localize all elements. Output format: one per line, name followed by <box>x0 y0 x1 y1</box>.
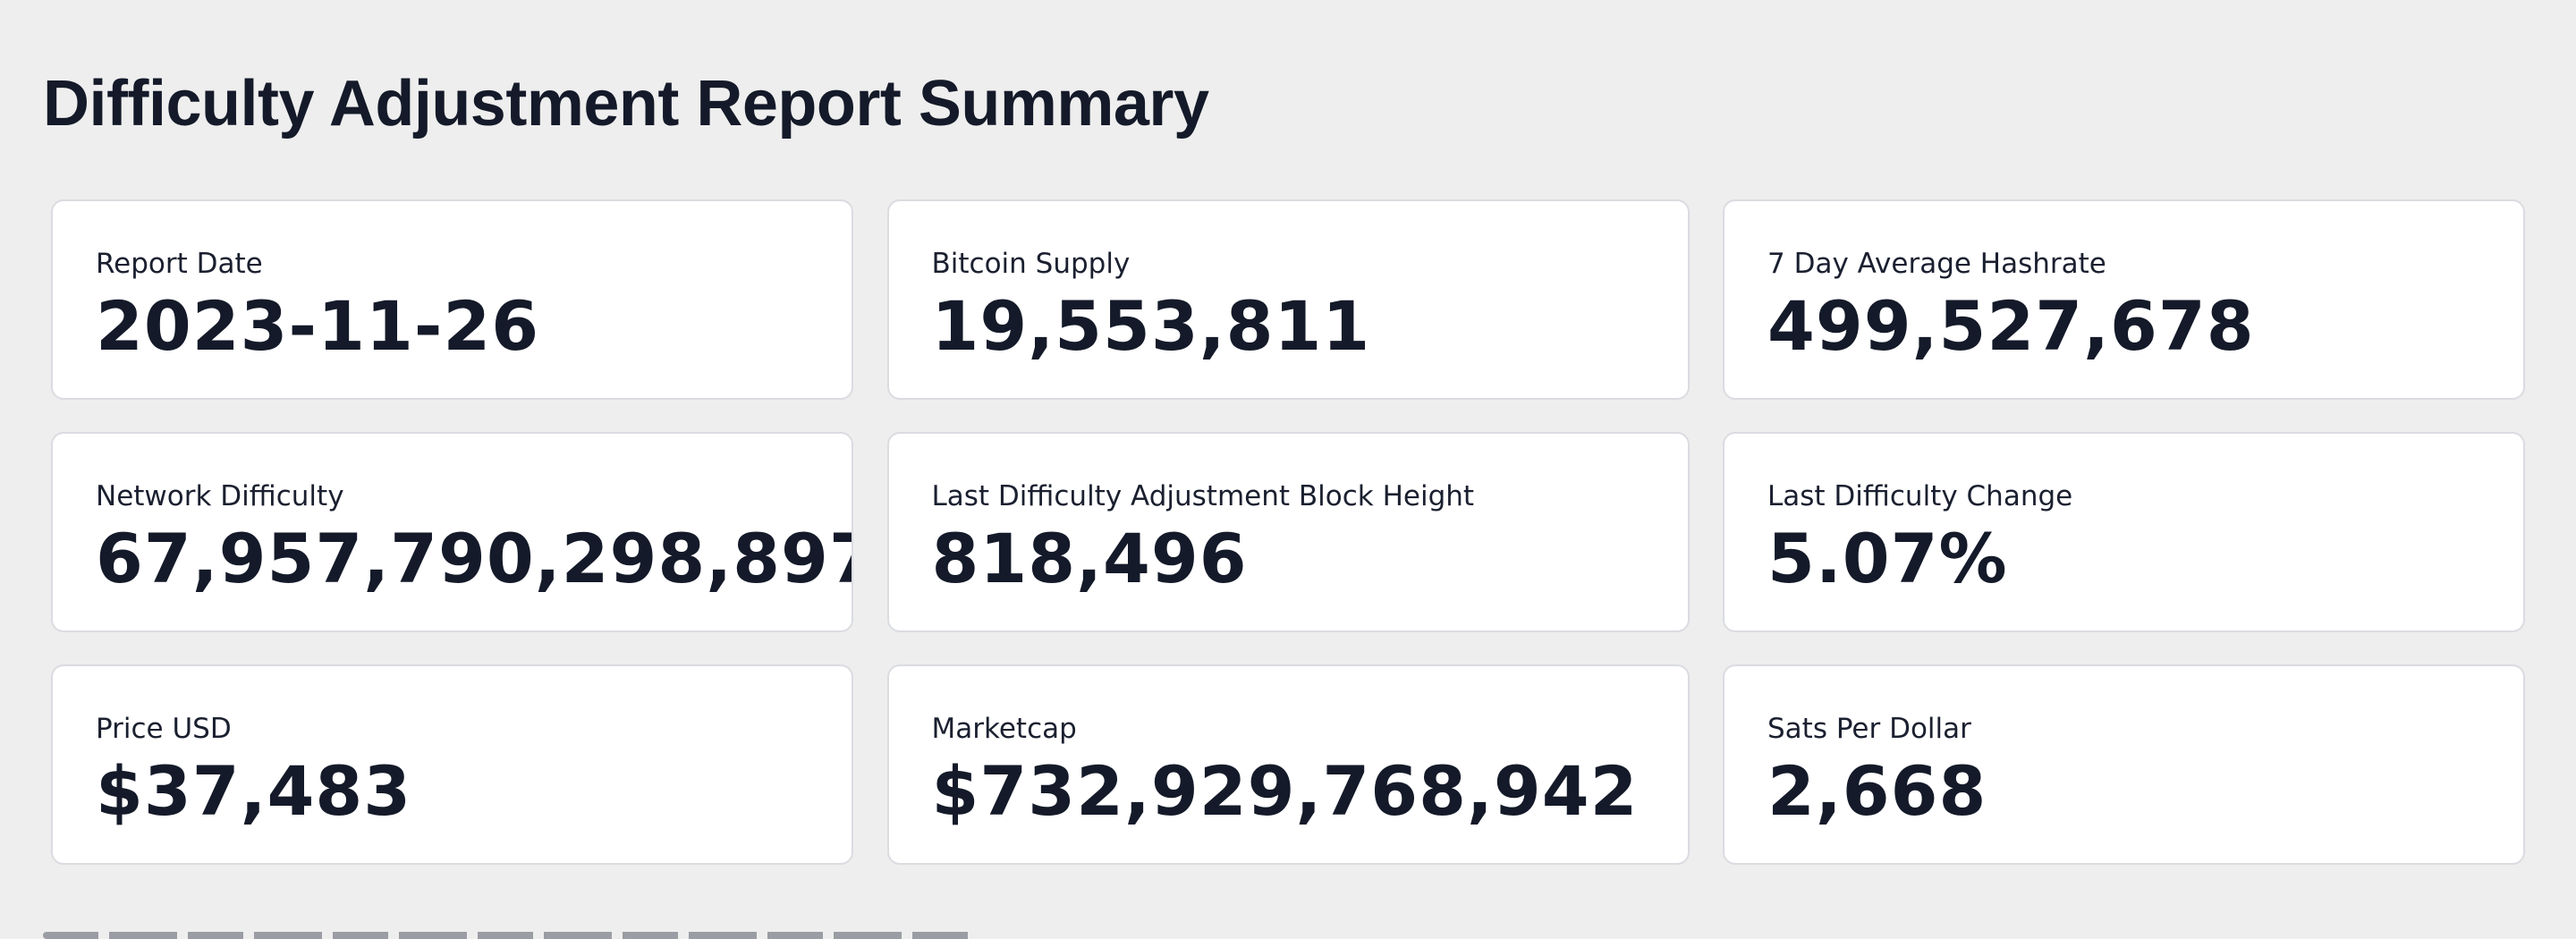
card-label: 7 Day Average Hashrate <box>1767 248 2106 280</box>
card-value: 2,668 <box>1767 751 1987 831</box>
card-value: 2023-11-26 <box>96 286 540 366</box>
card-value: 818,496 <box>931 519 1248 598</box>
card-last-difficulty-adjustment-block-height: Last Difficulty Adjustment Block Height … <box>886 432 1690 632</box>
card-marketcap: Marketcap $732,929,768,942 <box>886 664 1690 865</box>
card-value: 499,527,678 <box>1767 286 2255 366</box>
card-bitcoin-supply: Bitcoin Supply 19,553,811 <box>886 199 1690 400</box>
card-label: Report Date <box>96 248 263 280</box>
card-sats-per-dollar: Sats Per Dollar 2,668 <box>1723 664 2525 865</box>
footer-note-cut-off <box>43 926 973 939</box>
card-label: Last Difficulty Adjustment Block Height <box>931 480 1475 512</box>
card-value: 67,957,790,298,897 <box>96 519 853 598</box>
summary-card-grid: Report Date 2023-11-26 Bitcoin Supply 19… <box>51 199 2525 865</box>
card-label: Network Difficulty <box>96 480 344 512</box>
card-value: 19,553,811 <box>931 286 1371 366</box>
card-label: Price USD <box>96 713 232 745</box>
page-title: Difficulty Adjustment Report Summary <box>43 68 1209 140</box>
card-label: Marketcap <box>931 713 1077 745</box>
card-price-usd: Price USD $37,483 <box>51 664 853 865</box>
card-label: Last Difficulty Change <box>1767 480 2073 512</box>
card-value: 5.07% <box>1767 519 2008 598</box>
card-7-day-average-hashrate: 7 Day Average Hashrate 499,527,678 <box>1723 199 2525 400</box>
card-label: Bitcoin Supply <box>931 248 1131 280</box>
card-last-difficulty-change: Last Difficulty Change 5.07% <box>1723 432 2525 632</box>
card-value: $732,929,768,942 <box>931 751 1639 831</box>
card-label: Sats Per Dollar <box>1767 713 1971 745</box>
footer-text-fragment <box>43 932 973 939</box>
card-value: $37,483 <box>96 751 412 831</box>
card-network-difficulty: Network Difficulty 67,957,790,298,897 <box>51 432 853 632</box>
card-report-date: Report Date 2023-11-26 <box>51 199 853 400</box>
